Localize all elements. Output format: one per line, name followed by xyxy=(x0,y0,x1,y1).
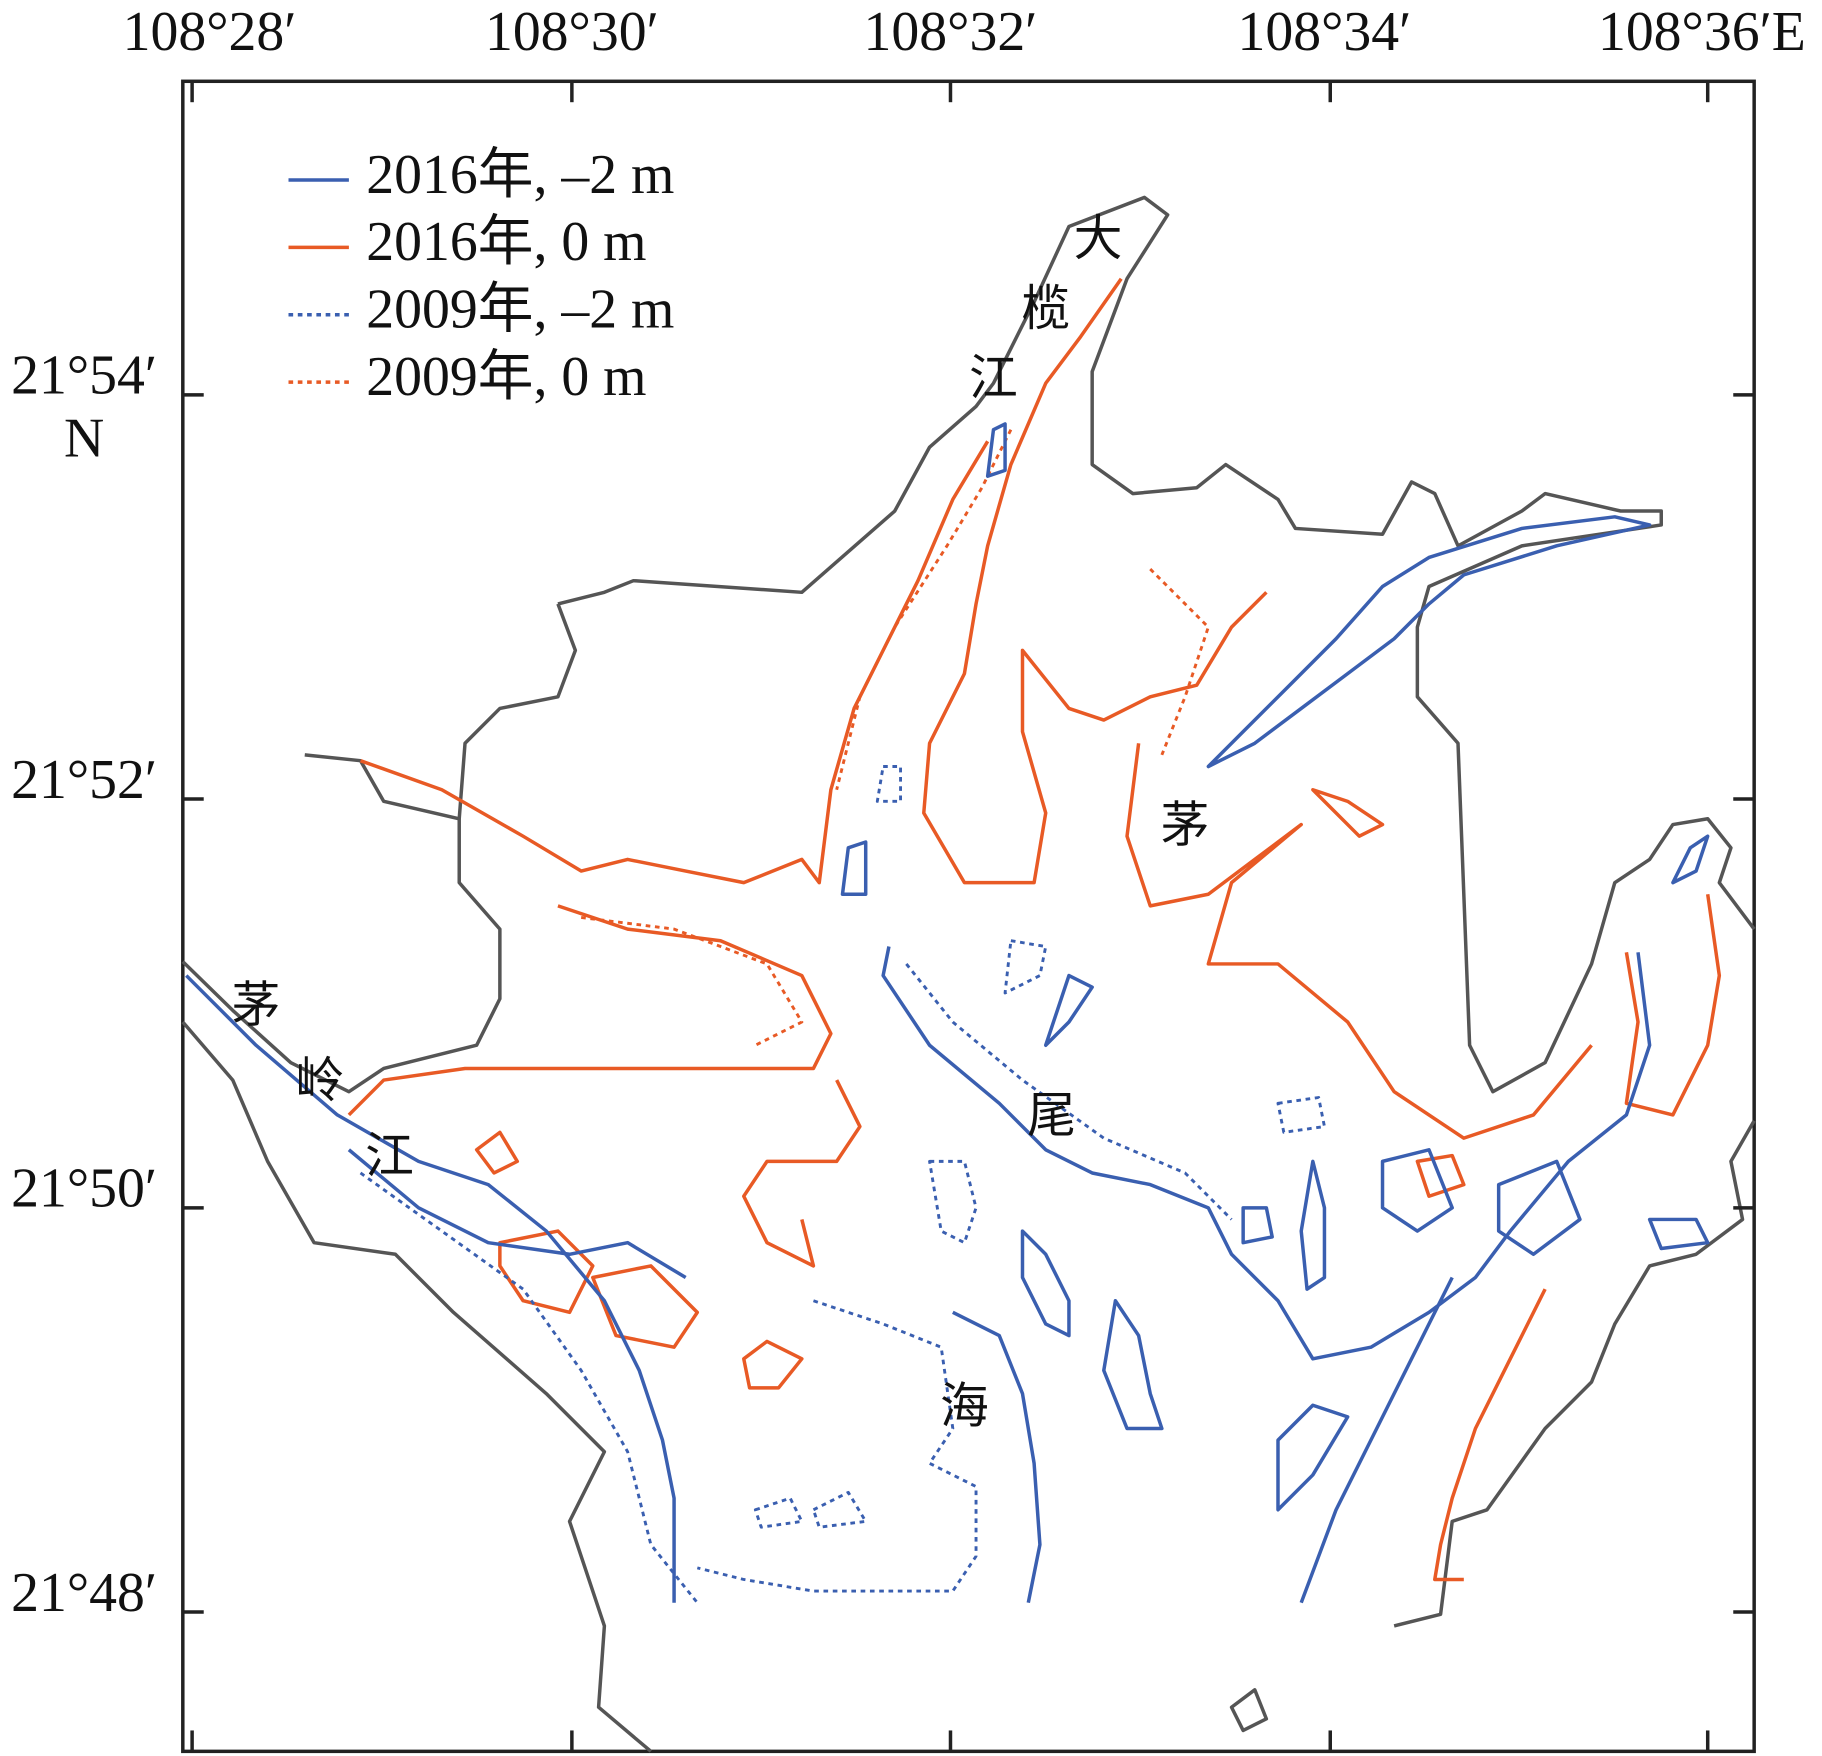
contours xyxy=(185,277,1722,1604)
map-frame xyxy=(181,79,1756,1754)
labels: 108°28′ 108°30′ 108°32′ 108°34′ 108°36′E 21°5… xyxy=(11,1,1806,1752)
place-label: 江 xyxy=(365,1130,414,1184)
place-label: 大 xyxy=(1074,212,1123,266)
lon-label: 108°30′ xyxy=(485,1,659,63)
legend-label: 2009年, –2 m xyxy=(366,279,674,341)
place-label: 尾 xyxy=(1027,1089,1076,1143)
lat-label: 21°52′ xyxy=(11,749,157,811)
place-label: 茅 xyxy=(232,979,281,1033)
lon-label: 108°36′E xyxy=(1598,1,1806,63)
lat-hemisphere: N xyxy=(64,407,104,469)
lon-label: 108°34′ xyxy=(1238,1,1412,63)
lat-label: 21°48′ xyxy=(11,1562,157,1624)
place-label: 江 xyxy=(969,351,1018,405)
place-label: 茅 xyxy=(1161,799,1210,853)
lon-label: 108°28′ xyxy=(123,1,297,63)
legend-label: 2009年, 0 m xyxy=(366,346,646,408)
place-label: 岭 xyxy=(295,1054,344,1108)
legend-label: 2016年, 0 m xyxy=(366,211,646,273)
legend-label: 2016年, –2 m xyxy=(366,144,674,206)
place-label: 海 xyxy=(940,1379,989,1433)
lat-label: 21°54′ xyxy=(11,345,157,407)
place-label: 榄 xyxy=(1021,282,1070,336)
coastline xyxy=(181,195,1756,1753)
lat-label: 21°50′ xyxy=(11,1158,157,1220)
lon-label: 108°32′ xyxy=(864,1,1038,63)
